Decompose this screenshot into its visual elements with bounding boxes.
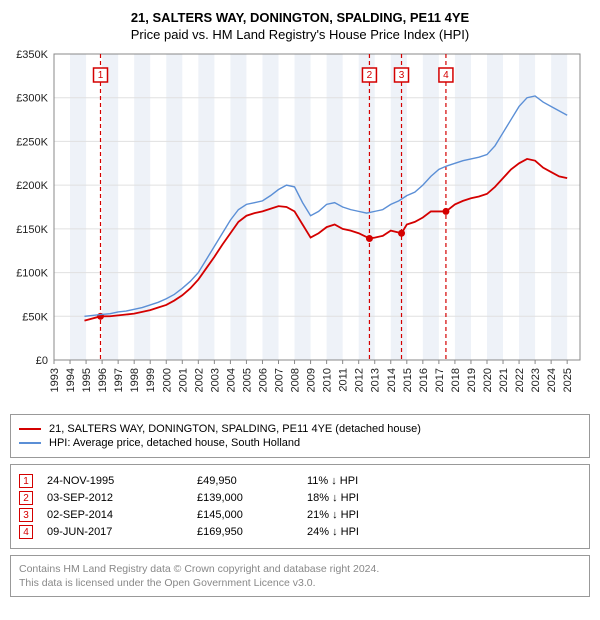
legend-label: HPI: Average price, detached house, Sout… [49,437,300,449]
svg-text:2005: 2005 [241,368,253,392]
transaction-marker: 1 [19,474,33,488]
svg-text:£250K: £250K [16,136,48,148]
transaction-marker: 3 [19,508,33,522]
svg-text:£300K: £300K [16,93,48,105]
svg-text:3: 3 [399,70,405,81]
transaction-date: 09-JUN-2017 [47,526,197,538]
svg-text:1996: 1996 [97,368,109,392]
svg-text:2020: 2020 [482,368,494,392]
transaction-row: 4 09-JUN-2017£169,95024% ↓ HPI [19,525,581,539]
transaction-row: 3 02-SEP-2014£145,00021% ↓ HPI [19,508,581,522]
legend-swatch [19,442,41,444]
transaction-delta: 24% ↓ HPI [307,526,359,538]
attribution: Contains HM Land Registry data © Crown c… [10,555,590,597]
transaction-marker: 4 [19,525,33,539]
chart-area: £0 £50K £100K £150K £200K £250K £300K £350K 1993… [10,48,590,408]
transaction-date: 03-SEP-2012 [47,492,197,504]
transaction-marker: 2 [19,491,33,505]
transaction-delta: 21% ↓ HPI [307,509,359,521]
svg-text:2022: 2022 [514,368,526,392]
svg-text:1994: 1994 [65,368,77,392]
svg-text:1995: 1995 [81,368,93,392]
svg-text:1997: 1997 [113,368,125,392]
svg-text:2: 2 [367,70,373,81]
svg-text:2009: 2009 [306,368,318,392]
line-chart: £0 £50K £100K £150K £200K £250K £300K £350K 1993… [10,48,590,408]
svg-text:2014: 2014 [386,368,398,392]
legend-row: 21, SALTERS WAY, DONINGTON, SPALDING, PE… [19,423,581,435]
legend-swatch [19,428,41,430]
svg-text:2010: 2010 [322,368,334,392]
svg-text:£350K: £350K [16,49,48,61]
attribution-line: This data is licensed under the Open Gov… [19,576,581,590]
svg-text:1998: 1998 [129,368,141,392]
transaction-row: 1 24-NOV-1995£49,95011% ↓ HPI [19,474,581,488]
transaction-delta: 18% ↓ HPI [307,492,359,504]
svg-text:2013: 2013 [370,368,382,392]
svg-text:2011: 2011 [338,368,350,392]
legend-row: HPI: Average price, detached house, Sout… [19,437,581,449]
svg-text:2004: 2004 [225,368,237,392]
transaction-date: 02-SEP-2014 [47,509,197,521]
chart-title: 21, SALTERS WAY, DONINGTON, SPALDING, PE… [10,10,590,25]
svg-text:2025: 2025 [562,368,574,392]
svg-text:1: 1 [98,70,104,81]
legend: 21, SALTERS WAY, DONINGTON, SPALDING, PE… [10,414,590,458]
transaction-delta: 11% ↓ HPI [307,475,358,487]
svg-text:4: 4 [443,70,449,81]
svg-text:2007: 2007 [274,368,286,392]
svg-text:1999: 1999 [145,368,157,392]
svg-text:2012: 2012 [354,368,366,392]
svg-text:2006: 2006 [257,368,269,392]
svg-text:2015: 2015 [402,368,414,392]
svg-text:2023: 2023 [530,368,542,392]
svg-text:2008: 2008 [290,368,302,392]
svg-text:£50K: £50K [22,311,48,323]
legend-label: 21, SALTERS WAY, DONINGTON, SPALDING, PE… [49,423,421,435]
svg-text:2017: 2017 [434,368,446,392]
transaction-date: 24-NOV-1995 [47,475,197,487]
svg-text:2021: 2021 [498,368,510,392]
attribution-line: Contains HM Land Registry data © Crown c… [19,562,581,576]
svg-text:2000: 2000 [161,368,173,392]
svg-text:£200K: £200K [16,180,48,192]
svg-text:2018: 2018 [450,368,462,392]
transaction-price: £49,950 [197,475,307,487]
svg-text:2019: 2019 [466,368,478,392]
svg-text:£100K: £100K [16,268,48,280]
transaction-price: £139,000 [197,492,307,504]
svg-text:2001: 2001 [177,368,189,392]
svg-text:1993: 1993 [49,368,61,392]
transaction-price: £145,000 [197,509,307,521]
svg-text:£150K: £150K [16,224,48,236]
svg-text:2024: 2024 [546,368,558,392]
transaction-row: 2 03-SEP-2012£139,00018% ↓ HPI [19,491,581,505]
chart-subtitle: Price paid vs. HM Land Registry's House … [10,27,590,42]
svg-text:£0: £0 [36,355,48,367]
svg-text:2016: 2016 [418,368,430,392]
transaction-price: £169,950 [197,526,307,538]
transactions-table: 1 24-NOV-1995£49,95011% ↓ HPI 2 03-SEP-2012… [10,464,590,549]
svg-text:2003: 2003 [209,368,221,392]
svg-text:2002: 2002 [193,368,205,392]
